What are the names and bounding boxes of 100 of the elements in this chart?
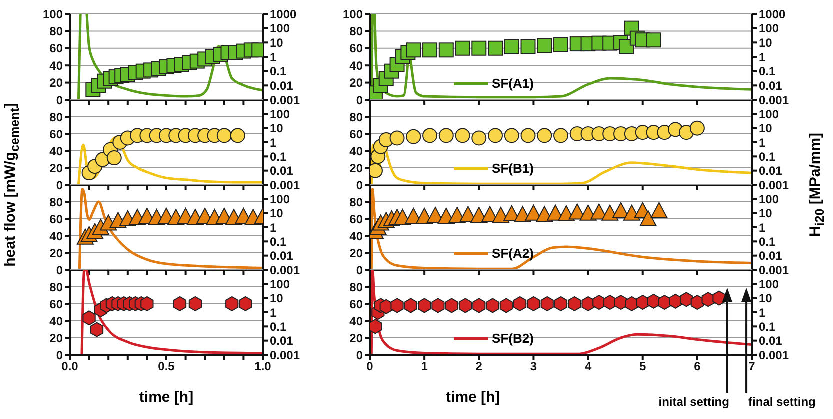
y-tick-label: 0: [356, 263, 364, 278]
y-tick-label: 20: [350, 246, 364, 260]
legend-label: SF(A1): [492, 76, 534, 91]
y2-tick-label: 0.01: [270, 164, 294, 178]
y2-tick-label: 0.1: [270, 320, 288, 334]
y2-tick-label: 1: [270, 50, 277, 64]
y2-tick-label: 100: [270, 192, 290, 206]
x-tick-label: 6: [694, 360, 702, 374]
x-tick-label: 0.5: [158, 360, 176, 374]
point: [82, 310, 96, 326]
point: [472, 298, 486, 314]
point: [404, 298, 418, 314]
point: [602, 204, 619, 221]
point: [520, 39, 536, 54]
point: [504, 39, 520, 54]
x-tick-label: 5: [640, 360, 647, 374]
x-tick-label: 0: [366, 360, 374, 374]
point: [106, 150, 122, 166]
point: [640, 210, 657, 226]
y2-tick-label: 1: [270, 306, 277, 320]
y-tick-label: 60: [50, 127, 64, 142]
x-axis-title: time [h]: [139, 389, 194, 406]
y2-tick-label: 0.01: [270, 249, 294, 264]
y-tick-label: 60: [350, 297, 364, 312]
y2-tick-label: 0.01: [759, 334, 783, 348]
point: [188, 296, 202, 312]
y2-tick-label: 100: [270, 277, 290, 292]
y2-tick-label: 0.01: [270, 334, 294, 348]
point: [370, 319, 382, 334]
y-tick-label: 80: [350, 110, 364, 124]
y2-tick-label: 1: [270, 220, 277, 235]
point: [554, 296, 568, 312]
point: [239, 296, 252, 312]
point: [568, 296, 582, 312]
point: [488, 40, 504, 56]
y2-tick-label: 10: [759, 206, 773, 221]
y-tick-label: 0: [56, 348, 64, 362]
point: [418, 298, 432, 314]
legend-label: SF(A2): [492, 246, 534, 261]
y-tick-label: 60: [350, 127, 364, 142]
x-tick-label: 2: [476, 360, 483, 374]
ref-line-label: inital setting: [658, 395, 730, 409]
y-tick-label: 40: [350, 314, 364, 328]
y2-tick-label: 1: [759, 306, 766, 320]
point: [216, 128, 232, 144]
point: [646, 32, 662, 48]
y2-tick-label: 0.001: [759, 93, 790, 108]
y2-tick-label: 0.01: [759, 164, 783, 178]
y-tick-label: 80: [350, 24, 364, 38]
y2-tick-label: 0.1: [759, 234, 776, 249]
point: [438, 42, 454, 58]
y-tick-label: 40: [350, 58, 364, 73]
point: [554, 37, 568, 52]
y2-tick-label: 10: [759, 292, 773, 306]
point: [488, 128, 504, 144]
x-tick-label: 3: [530, 360, 538, 374]
point: [438, 128, 454, 144]
y2-tick-label: 10: [270, 206, 284, 221]
y-tick-label: 60: [350, 212, 364, 226]
point: [690, 295, 704, 310]
point: [540, 296, 554, 312]
y-tick-label: 0: [356, 93, 364, 108]
y-tick-label: 40: [50, 144, 64, 158]
y-tick-label: 60: [50, 42, 64, 56]
point: [230, 128, 246, 144]
x-tick-label: 4: [584, 360, 592, 374]
point: [90, 322, 104, 338]
y-tick-label: 20: [350, 331, 364, 346]
y2-tick-label: 100: [759, 22, 780, 36]
y2-tick-label: 0.1: [270, 150, 288, 164]
y-tick-label: 100: [42, 7, 64, 22]
point: [486, 298, 500, 314]
y2-tick-label: 0.1: [759, 320, 776, 334]
point: [504, 128, 520, 144]
point: [680, 292, 694, 308]
point: [422, 42, 438, 58]
y2-tick-label: 0.001: [270, 348, 300, 362]
y2-tick-label: 100: [759, 277, 780, 292]
y2-tick-label: 0.1: [270, 64, 288, 79]
point: [558, 205, 575, 222]
y-tick-label: 0: [56, 93, 64, 108]
y-tick-label: 80: [50, 195, 64, 210]
y2-tick-label: 10: [759, 122, 773, 136]
point: [406, 129, 422, 144]
y-tick-label: 60: [50, 212, 64, 226]
point: [390, 130, 405, 146]
point: [390, 298, 404, 314]
point: [455, 128, 470, 144]
point: [623, 204, 640, 221]
point: [554, 128, 568, 144]
point: [650, 202, 668, 218]
x-tick-label: 1: [421, 360, 428, 374]
y2-tick-label: 0.1: [270, 234, 288, 249]
y2-tick-label: 100: [759, 192, 780, 206]
y-tick-label: 80: [50, 280, 64, 294]
x-tick-label: 1.0: [254, 360, 272, 374]
y2-tick-label: 1: [759, 136, 766, 150]
point: [422, 128, 438, 144]
point: [527, 296, 540, 312]
point: [690, 120, 705, 136]
